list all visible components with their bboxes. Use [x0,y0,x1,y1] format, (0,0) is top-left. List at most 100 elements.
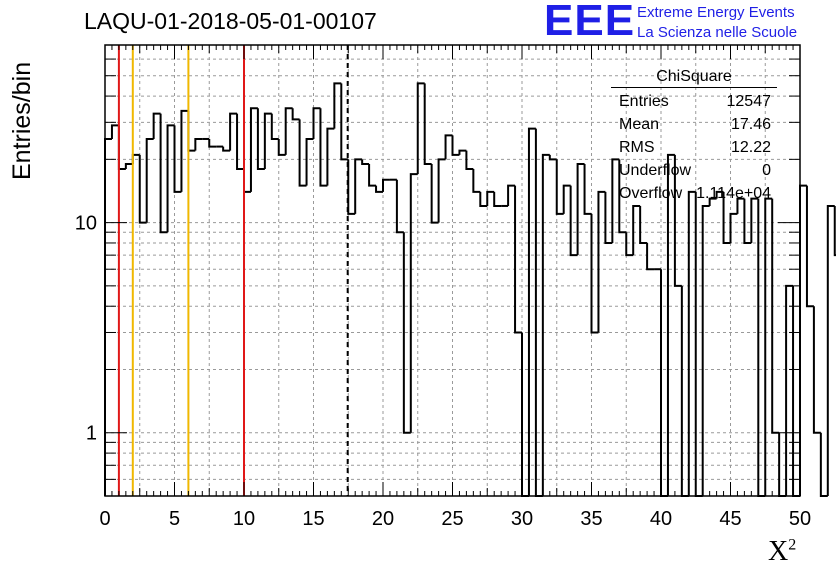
histogram-bin [208,138,217,148]
histogram-bin [236,113,244,170]
histogram-bin [541,153,550,496]
histogram-bin [507,184,516,206]
y-tick-label: 10 [75,213,97,235]
histogram-bin [514,185,522,334]
x-tick-label: 25 [441,508,463,530]
stats-label: RMS [619,139,655,156]
histogram-bin [291,108,300,121]
histogram-bin [138,154,147,224]
y-axis-label: Entries/bin [8,61,36,180]
histogram-bin [666,153,675,496]
stats-row-underflow: Underflow 0 [611,159,777,182]
histogram-bin [368,164,377,187]
tick-labels: 0 5 10 15 20 25 30 35 40 45 50 1 10 [75,213,811,530]
histogram-bin [249,107,258,192]
histogram-bin [799,184,807,496]
histogram-bin [750,197,759,243]
histogram-bin [632,204,641,256]
histogram-bin [416,82,425,175]
histogram-bin [409,173,418,433]
x-tick-label: 0 [99,508,110,530]
histogram-bin [110,124,119,139]
histogram-bin [472,168,481,193]
histogram-bin [194,137,203,151]
plot-title: LAQU-01-2018-05-01-00107 [84,8,377,34]
x-tick-label: 5 [169,508,180,530]
histogram-bin [430,164,439,224]
histogram-bin [180,109,189,192]
histogram-bin [152,112,161,139]
histogram-bin [729,212,738,243]
histogram-bin [715,190,724,199]
histogram-bin [625,232,634,257]
histogram-bin [173,125,182,193]
histogram-bin [382,178,390,192]
histogram-bin [479,191,488,207]
histogram-bin [805,185,814,308]
histogram-bin [402,232,411,434]
histogram-bin [465,150,474,170]
histogram-bin [521,332,529,497]
stats-label: Underflow [619,162,692,179]
x-axis-label-superscript: 2 [788,536,797,554]
histogram-bin [764,197,773,496]
histogram-bin [708,197,717,206]
stats-box: ChiSquare Entries 12547 Mean 17.46 RMS 1… [611,68,777,205]
histogram-bin [145,137,154,223]
histogram-bin [680,285,689,497]
histogram-bin [354,158,363,214]
histogram-bin [298,119,307,187]
stats-value: 0 [762,162,771,179]
histogram-bin [583,164,592,215]
histogram-bin [423,83,432,166]
histogram-bin [527,127,536,496]
x-tick-label: 10 [233,508,255,530]
histogram-bin [166,124,175,233]
grid [105,44,800,496]
logo-text-line1: Extreme Energy Events [637,4,795,21]
histogram-bin [326,127,335,186]
histogram-bin [548,154,557,161]
stats-row-mean: Mean 17.46 [611,113,777,136]
histogram-bin [833,205,836,257]
histogram-bin [660,269,668,497]
histogram-bin [319,108,328,187]
y-tick-label: 1 [86,423,97,445]
logo-text-line2: La Scienza nelle Scuole [637,24,798,41]
histogram-bin [639,205,648,244]
histogram-bin [451,135,460,156]
stats-row-overflow: Overflow 1.114e+04 [611,182,777,205]
histogram-bin [792,285,800,497]
histogram-bin [347,159,356,215]
histogram-bin [555,159,564,215]
histogram-bin [534,128,543,497]
stats-value: 1.114e+04 [696,185,771,202]
histogram-bin [590,213,599,334]
x-tick-label: 20 [372,508,394,530]
x-tick-label: 45 [719,508,741,530]
histogram-bin [785,284,794,496]
histogram-bin [673,154,682,287]
histogram-bin [576,163,585,256]
histogram-bin [562,184,571,214]
x-tick-label: 30 [511,508,533,530]
histogram-bin [437,158,446,223]
histogram-bin [743,198,752,244]
histogram-bin [229,112,238,151]
histogram-bin [493,191,502,207]
histogram-bin [284,107,293,155]
histogram-bin [812,306,821,434]
histogram-bin [458,149,467,155]
histogram-bin [826,204,835,496]
stats-label: Overflow [619,185,683,202]
histogram-bin [569,185,578,257]
histogram-bin [486,190,495,206]
stats-value: 17.46 [730,116,771,133]
histogram-bin [687,190,696,496]
histogram-bin [159,113,168,234]
histogram-bin [375,185,383,193]
stats-title: ChiSquare [611,68,777,88]
x-tick-label: 40 [650,508,672,530]
histogram-bin [701,204,710,496]
histogram-bin [333,82,342,129]
